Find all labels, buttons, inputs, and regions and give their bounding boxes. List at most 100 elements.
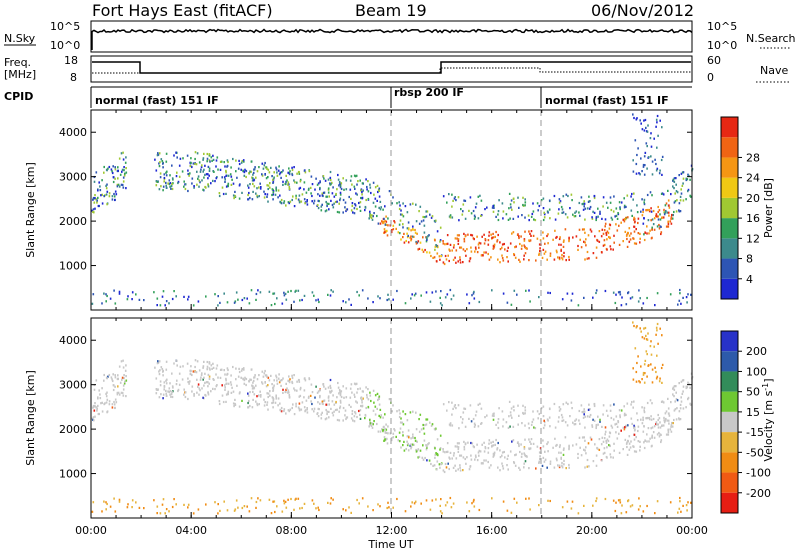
velocity-cell bbox=[680, 396, 682, 399]
velocity-cell bbox=[429, 421, 431, 424]
power-cell bbox=[583, 205, 585, 208]
velocity-cell bbox=[95, 406, 97, 409]
velocity-cell bbox=[452, 407, 454, 410]
power-cell bbox=[103, 292, 105, 295]
power-cell bbox=[114, 190, 117, 193]
velocity-cell bbox=[267, 395, 269, 399]
date-title: 06/Nov/2012 bbox=[591, 1, 694, 20]
velocity-cell bbox=[615, 431, 617, 434]
power-cell bbox=[606, 230, 609, 233]
velocity-cell bbox=[294, 389, 296, 392]
power-cell bbox=[94, 207, 96, 210]
power-cell bbox=[264, 193, 266, 196]
power-cell bbox=[170, 184, 173, 188]
velocity-cell bbox=[487, 460, 489, 464]
power-cell bbox=[423, 224, 426, 227]
power-cell bbox=[226, 301, 229, 304]
power-cell bbox=[377, 188, 380, 191]
velocity-cell bbox=[196, 391, 198, 394]
velocity-cell bbox=[339, 407, 341, 410]
velocity-cell bbox=[649, 437, 651, 440]
velocity-cell bbox=[400, 417, 402, 420]
power-cell bbox=[252, 190, 254, 193]
velocity-cell bbox=[643, 411, 646, 414]
velocity-cell bbox=[654, 512, 656, 515]
velocity-cell bbox=[106, 391, 108, 394]
velocity-cell bbox=[590, 438, 593, 441]
velocity-cell bbox=[138, 506, 141, 509]
velocity-cell bbox=[528, 447, 530, 450]
power-cell bbox=[623, 197, 625, 200]
power-cell bbox=[645, 209, 647, 212]
power-cell bbox=[651, 173, 654, 176]
power-cell bbox=[630, 195, 632, 198]
velocity-cell bbox=[528, 427, 530, 430]
power-cell bbox=[499, 261, 501, 264]
power-cell bbox=[116, 185, 119, 188]
velocity-cell bbox=[511, 440, 513, 443]
velocity-cell bbox=[359, 417, 362, 420]
power-cell bbox=[388, 298, 390, 301]
velocity-cell bbox=[510, 414, 512, 417]
power-cell bbox=[243, 297, 246, 300]
power-cell bbox=[459, 256, 461, 259]
power-cell bbox=[327, 293, 329, 296]
velocity-cell bbox=[651, 426, 654, 429]
velocity-cell bbox=[614, 423, 616, 426]
power-cell bbox=[297, 289, 300, 292]
power-cell bbox=[382, 220, 385, 223]
power-cell bbox=[267, 187, 269, 191]
power-cell bbox=[416, 232, 418, 235]
velocity-cell bbox=[595, 425, 598, 428]
velocity-cell bbox=[327, 399, 330, 402]
power-cell bbox=[372, 201, 375, 204]
power-cell bbox=[252, 177, 254, 180]
velocity-cell bbox=[97, 397, 99, 400]
velocity-cell bbox=[611, 426, 614, 429]
velocity-cell bbox=[508, 415, 510, 418]
power-cell bbox=[393, 220, 395, 223]
power-cell bbox=[304, 171, 307, 174]
velocity-cell bbox=[677, 511, 679, 514]
power-cell bbox=[632, 113, 634, 116]
power-cell bbox=[313, 294, 315, 297]
velocity-cell bbox=[426, 459, 428, 462]
velocity-cell bbox=[94, 405, 96, 408]
velocity-cell bbox=[470, 420, 473, 423]
power-cell bbox=[287, 290, 289, 293]
velocity-cell bbox=[596, 447, 599, 450]
power-cell bbox=[635, 172, 638, 175]
power-cell bbox=[374, 186, 377, 189]
velocity-cell bbox=[125, 364, 127, 367]
power-cell bbox=[190, 161, 192, 164]
power-cell bbox=[248, 191, 250, 195]
power-cell bbox=[162, 290, 165, 293]
velocity-cell bbox=[415, 411, 417, 414]
velocity-cell bbox=[642, 373, 645, 376]
velocity-cell bbox=[159, 384, 162, 387]
power-cell bbox=[609, 236, 611, 239]
velocity-cell bbox=[265, 385, 268, 388]
velocity-cell bbox=[602, 404, 605, 407]
power-cell bbox=[544, 242, 546, 245]
velocity-cell bbox=[448, 423, 451, 426]
power-cell bbox=[187, 295, 190, 298]
velocity-cell bbox=[335, 400, 337, 404]
power-cell bbox=[642, 165, 645, 168]
power-cell bbox=[592, 252, 595, 255]
velocity-cell bbox=[156, 362, 159, 365]
power-cell bbox=[414, 228, 416, 232]
power-cell bbox=[207, 173, 209, 176]
power-cell bbox=[283, 291, 285, 294]
velocity-cell bbox=[431, 499, 434, 502]
power-cell bbox=[247, 193, 249, 197]
power-cell bbox=[95, 171, 98, 174]
power-cell bbox=[321, 203, 323, 206]
power-cell bbox=[486, 206, 488, 209]
power-cell bbox=[105, 300, 107, 303]
velocity-cell bbox=[593, 404, 596, 408]
power-cell bbox=[260, 186, 262, 189]
power-cell bbox=[354, 175, 357, 178]
velocity-cell bbox=[495, 438, 497, 442]
velocity-cell bbox=[240, 376, 242, 379]
